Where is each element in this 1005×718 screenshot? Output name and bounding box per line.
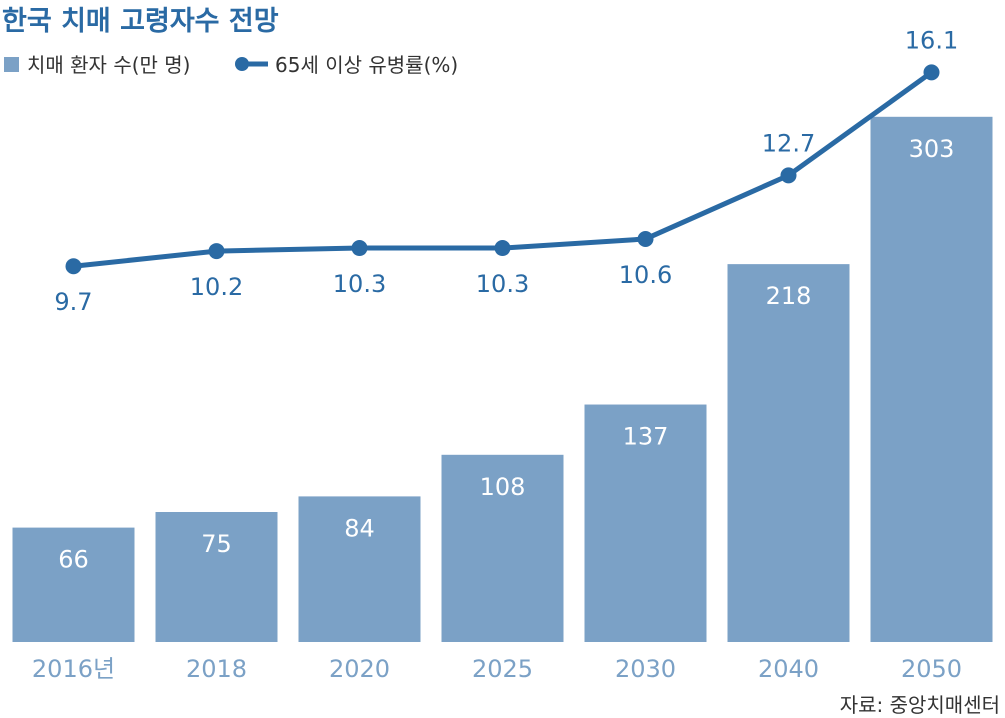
bar-value-label: 75 xyxy=(201,530,232,558)
bar-value-label: 84 xyxy=(344,514,375,542)
x-tick-label: 2050 xyxy=(901,655,962,683)
line-point-2040 xyxy=(780,167,797,184)
line-value-label: 10.6 xyxy=(619,261,672,289)
bar-2025 xyxy=(441,454,564,642)
line-point-2025 xyxy=(494,240,511,257)
bar-2020 xyxy=(298,496,421,642)
bar-value-label: 303 xyxy=(909,135,955,163)
line-series-group: 9.7 10.2 10.3 10.3 10.6 12.7 16.1 xyxy=(54,26,958,316)
line-value-label: 10.3 xyxy=(476,270,529,298)
bars-group: 66 75 84 108 137 218 303 xyxy=(12,116,993,643)
line-value-label: 10.2 xyxy=(190,273,243,301)
x-tick-label: 2016년 xyxy=(32,655,115,683)
bar-2018 xyxy=(155,512,278,642)
legend-bar-label: 치매 환자 수(만 명) xyxy=(27,53,190,77)
bar-2030 xyxy=(584,404,707,642)
bar-2050 xyxy=(870,116,993,643)
line-value-label: 9.7 xyxy=(54,288,92,316)
bar-value-label: 66 xyxy=(58,546,89,574)
legend-line-marker xyxy=(235,57,249,71)
line-value-label: 16.1 xyxy=(905,26,958,54)
legend-line-label: 65세 이상 유병률(%) xyxy=(275,53,458,77)
bar-value-label: 137 xyxy=(623,423,669,451)
line-point-2018 xyxy=(208,243,225,260)
line-point-2016년 xyxy=(65,258,82,275)
x-tick-label: 2018 xyxy=(186,655,247,683)
x-axis-labels: 2016년 2018 2020 2025 2030 2040 2050 xyxy=(32,655,962,683)
legend-bar-swatch xyxy=(4,57,19,72)
bar-2040 xyxy=(727,264,850,642)
source-note: 자료: 중앙치매센터 xyxy=(840,693,1000,717)
line-point-2030 xyxy=(637,230,654,247)
x-tick-label: 2030 xyxy=(615,655,676,683)
bar-value-label: 108 xyxy=(480,473,526,501)
line-point-2050 xyxy=(923,64,940,81)
x-tick-label: 2025 xyxy=(472,655,533,683)
bar-2016년 xyxy=(12,527,135,642)
chart-title: 한국 치매 고령자수 전망 xyxy=(2,6,279,37)
x-tick-label: 2040 xyxy=(758,655,819,683)
line-value-label: 10.3 xyxy=(333,270,386,298)
x-tick-label: 2020 xyxy=(329,655,390,683)
line-value-label: 12.7 xyxy=(762,129,815,157)
line-series-path xyxy=(73,70,933,269)
legend: 치매 환자 수(만 명) 65세 이상 유병률(%) xyxy=(4,53,458,77)
line-point-2020 xyxy=(351,240,368,257)
bar-value-label: 218 xyxy=(766,282,812,310)
